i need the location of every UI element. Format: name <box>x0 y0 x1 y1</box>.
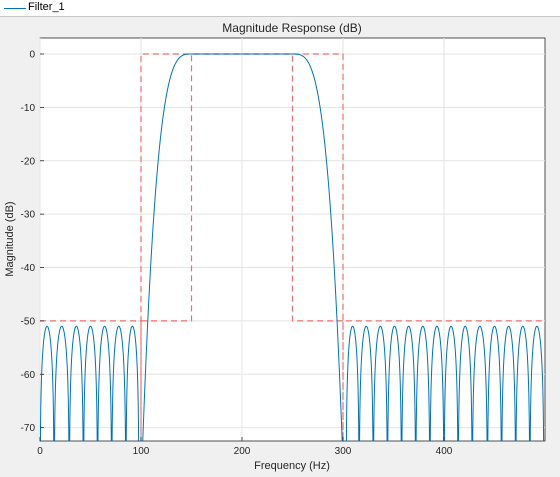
x-tick-label: 300 <box>335 446 352 457</box>
y-tick-label: 0 <box>29 50 35 61</box>
chart-title: Magnitude Response (dB) <box>222 21 361 35</box>
y-tick-label: -70 <box>21 423 36 434</box>
x-tick-label: 400 <box>436 446 453 457</box>
x-tick-label: 0 <box>37 446 43 457</box>
y-axis-label: Magnitude (dB) <box>4 201 16 276</box>
y-tick-label: -20 <box>21 156 36 167</box>
ticks-group: 0 100 200 300 400 0 -10 -20 -30 -40 -50 -60 -70 <box>21 50 453 457</box>
mask-group <box>40 53 545 441</box>
y-tick-label: -10 <box>21 103 36 114</box>
mask-inner-line <box>141 53 343 322</box>
x-axis-label: Frequency (Hz) <box>254 460 330 472</box>
x-tick-label: 200 <box>234 446 251 457</box>
y-tick-label: -50 <box>21 316 36 327</box>
mask-outer-line <box>40 53 545 441</box>
legend-label[interactable]: Filter_1 <box>28 1 65 13</box>
y-tick-label: -40 <box>21 263 36 274</box>
y-tick-label: -30 <box>21 210 36 221</box>
series-group <box>40 53 545 441</box>
legend-line-swatch <box>4 8 26 9</box>
x-tick-label: 100 <box>133 446 150 457</box>
series-line-filter-1 <box>40 53 545 441</box>
legend: Filter_1 <box>0 0 560 17</box>
y-tick-label: -60 <box>21 370 36 381</box>
